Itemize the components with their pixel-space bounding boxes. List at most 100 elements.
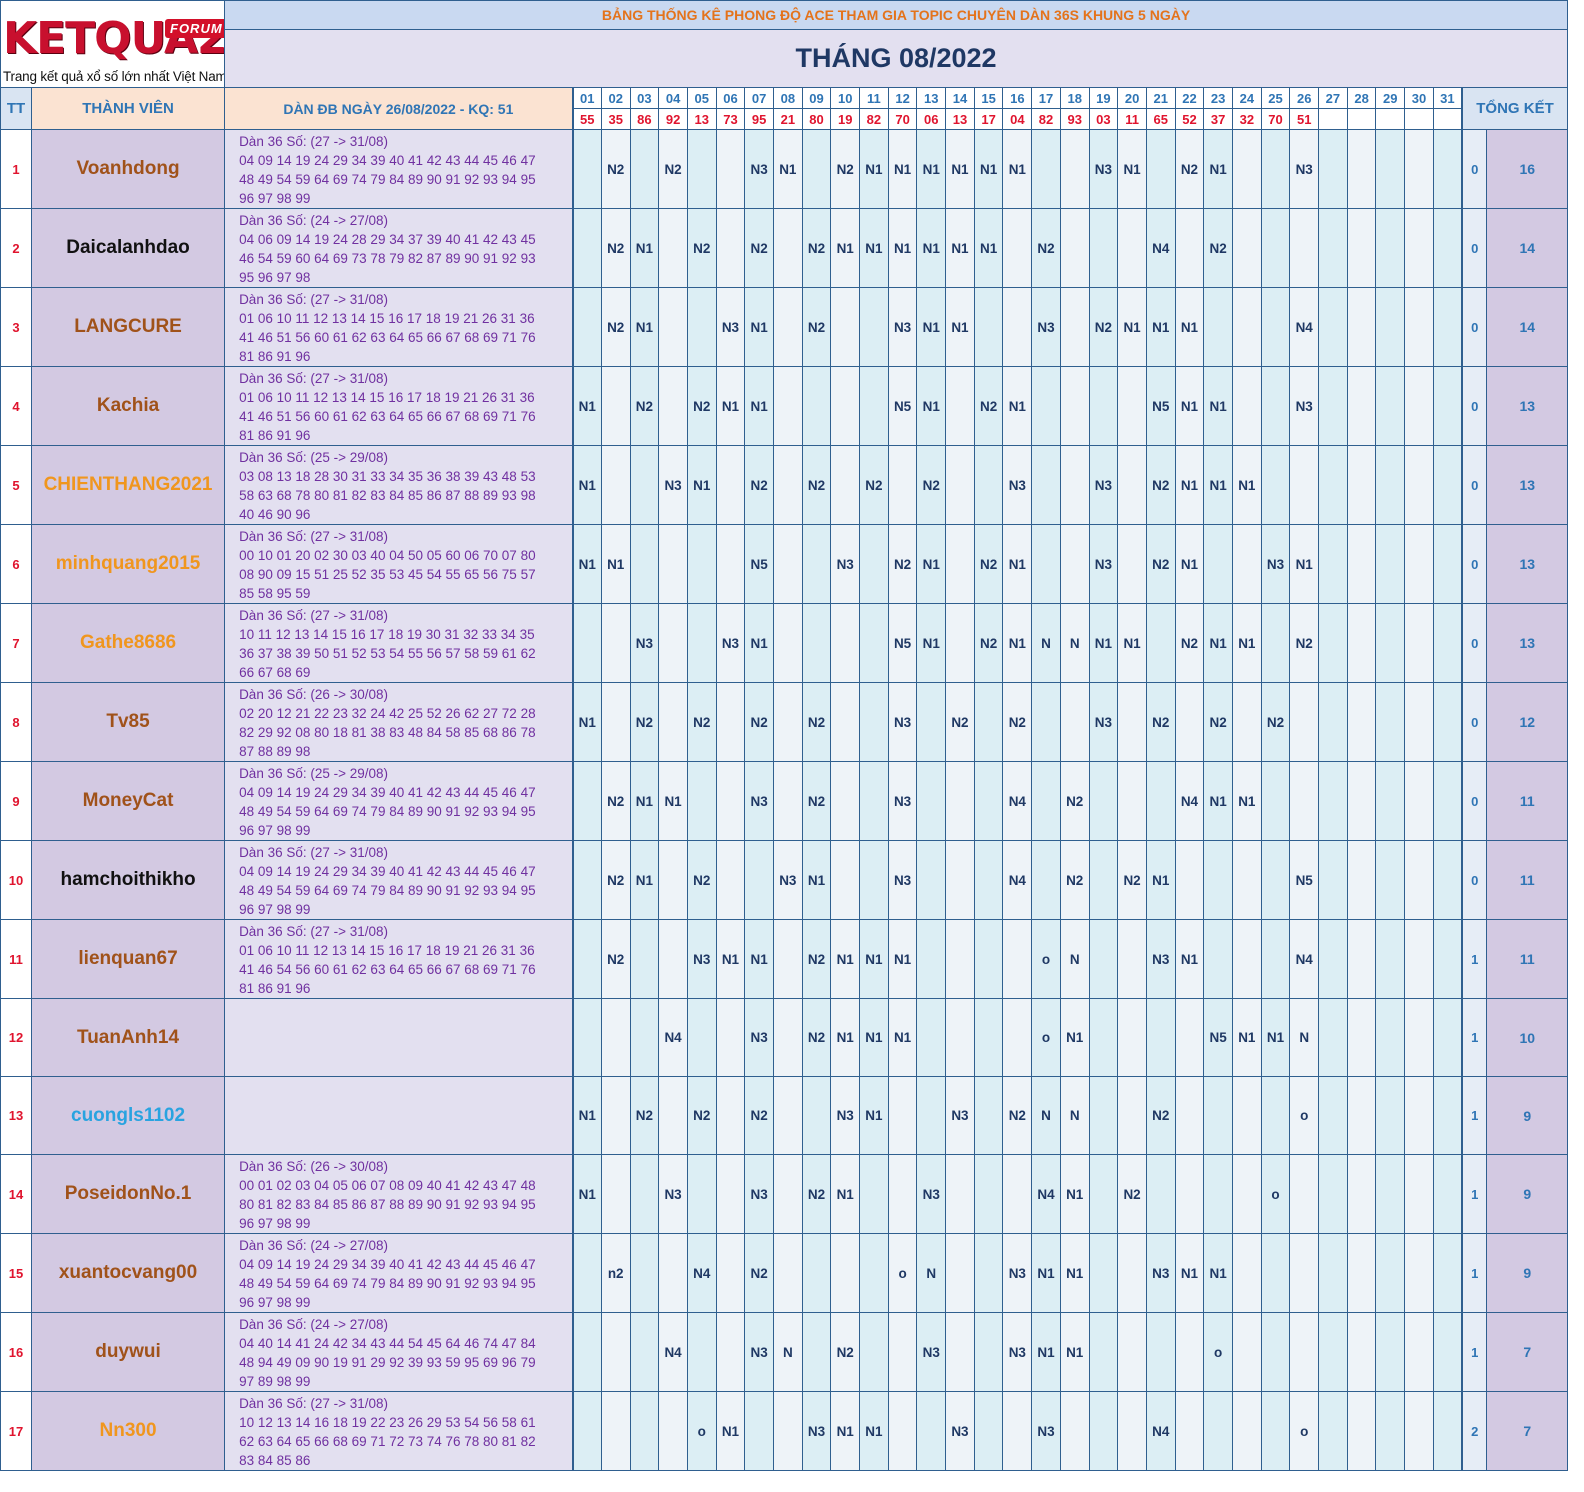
- day-cell: [916, 682, 947, 762]
- miss-count: 1: [1460, 998, 1488, 1077]
- day-cell: [1203, 287, 1233, 367]
- day-cell: [1375, 761, 1406, 841]
- member-name: Daicalanhdao: [30, 208, 226, 288]
- day-cell: [772, 1154, 803, 1234]
- day-cell: [1002, 998, 1033, 1077]
- dan-line: 02 20 12 21 22 23 32 24 42 25 52 26 62 2…: [239, 706, 536, 721]
- day-cell: [945, 1154, 975, 1234]
- member-name: Voanhdong: [30, 129, 226, 209]
- day-cell: [1289, 682, 1320, 762]
- member-name: TuanAnh14: [30, 998, 226, 1077]
- day-cell: N1: [1231, 603, 1262, 683]
- day-cell: [1145, 1154, 1176, 1234]
- dan-line: 01 06 10 11 12 13 14 15 16 17 18 19 21 2…: [239, 390, 535, 405]
- dan-line: 08 90 09 15 51 25 52 35 53 45 54 55 65 5…: [239, 567, 536, 582]
- day-cell: [1346, 1391, 1377, 1471]
- day-cell: N1: [1203, 366, 1233, 446]
- day-cell: [973, 840, 1004, 920]
- day-cell: [571, 208, 602, 288]
- day-cell: N2: [629, 1076, 660, 1155]
- day-cell: [1002, 1154, 1033, 1234]
- day-cell: [1088, 919, 1119, 999]
- day-cell: [715, 761, 746, 841]
- day-cell: N2: [1059, 840, 1090, 920]
- day-cell: N3: [1002, 1312, 1033, 1392]
- day-cell: N: [1059, 1076, 1090, 1155]
- day-cell: [571, 919, 602, 999]
- day-header: 18: [1059, 87, 1090, 109]
- day-cell: [1375, 1154, 1406, 1234]
- day-cell: [658, 682, 688, 762]
- day-cell: [772, 682, 803, 762]
- day-result: 52: [1174, 108, 1205, 130]
- dan-line: Dàn 36 Số: (25 -> 29/08): [239, 766, 389, 781]
- row-number: 4: [0, 366, 32, 446]
- day-result: 19: [830, 108, 861, 130]
- day-cell: N1: [715, 366, 746, 446]
- table-row: 17 Nn300 Dàn 36 Số: (27 -> 31/08) 10 12 13 …: [0, 1391, 1568, 1471]
- day-cell: [600, 682, 631, 762]
- day-cell: N2: [801, 682, 832, 762]
- total-count: 9: [1486, 1233, 1568, 1313]
- day-cell: [1318, 287, 1348, 367]
- day-result: 82: [859, 108, 889, 130]
- day-cell: [715, 1233, 746, 1313]
- day-cell: [1318, 1076, 1348, 1155]
- day-cell: [1117, 524, 1147, 604]
- day-cell: N1: [1174, 366, 1205, 446]
- day-cell: N2: [744, 1076, 774, 1155]
- day-cell: N: [916, 1233, 947, 1313]
- day-cell: N1: [571, 682, 602, 762]
- day-cell: [1404, 208, 1434, 288]
- day-cell: N2: [600, 208, 631, 288]
- day-cell: [1231, 840, 1262, 920]
- day-cell: [658, 1076, 688, 1155]
- day-cell: N1: [1203, 129, 1233, 209]
- day-cell: [658, 208, 688, 288]
- day-cell: N3: [715, 287, 746, 367]
- day-cell: N3: [1031, 287, 1061, 367]
- dan-line: 62 63 64 65 66 68 69 71 72 73 74 76 78 8…: [239, 1434, 536, 1449]
- table-row: 10 hamchoithikho Dàn 36 Số: (27 -> 31/08) 0…: [0, 840, 1568, 920]
- dan-numbers: Dàn 36 Số: (27 -> 31/08) 04 09 14 19 24 2…: [224, 129, 574, 209]
- day-cell: [1145, 998, 1176, 1077]
- header-dan: DÀN ĐB NGÀY 26/08/2022 - KQ: 51: [224, 87, 574, 130]
- day-cell: [916, 998, 947, 1077]
- day-cell: N2: [686, 208, 717, 288]
- day-cell: [859, 1233, 889, 1313]
- day-cell: N1: [629, 208, 660, 288]
- miss-count: 0: [1460, 287, 1488, 367]
- day-cell: N2: [1117, 840, 1147, 920]
- day-cell: [859, 287, 889, 367]
- day-cell: [1231, 366, 1262, 446]
- day-cell: [1031, 761, 1061, 841]
- day-header: 05: [686, 87, 717, 109]
- dan-line: 01 06 10 11 12 13 14 15 16 17 18 19 21 2…: [239, 311, 535, 326]
- day-cell: [1404, 761, 1434, 841]
- dan-numbers: Dàn 36 Số: (27 -> 31/08) 01 06 10 11 12 1…: [224, 366, 574, 446]
- day-cell: N2: [1002, 682, 1033, 762]
- day-result: [1318, 108, 1348, 130]
- dan-line: 04 40 14 41 24 42 34 43 44 54 45 64 46 7…: [239, 1336, 536, 1351]
- day-cell: [772, 445, 803, 525]
- day-cell: N4: [1289, 287, 1320, 367]
- day-cell: N3: [629, 603, 660, 683]
- day-cell: [887, 1076, 918, 1155]
- day-cell: [1432, 1076, 1463, 1155]
- day-cell: [1145, 1312, 1176, 1392]
- month-heading: THÁNG 08/2022: [224, 28, 1568, 89]
- day-cell: N1: [1002, 129, 1033, 209]
- day-cell: N3: [1002, 1233, 1033, 1313]
- day-cell: N1: [600, 524, 631, 604]
- day-cell: [1432, 682, 1463, 762]
- day-header: 01: [571, 87, 602, 109]
- day-cell: [1318, 445, 1348, 525]
- dan-line: 96 97 98 99: [239, 1216, 311, 1231]
- day-cell: [1231, 1391, 1262, 1471]
- day-cell: N1: [1117, 129, 1147, 209]
- miss-count: 0: [1460, 524, 1488, 604]
- total-count: 13: [1486, 524, 1568, 604]
- dan-line: 48 49 54 59 64 69 74 79 84 89 90 91 92 9…: [239, 883, 536, 898]
- day-cell: N1: [1203, 603, 1233, 683]
- day-header: 09: [801, 87, 832, 109]
